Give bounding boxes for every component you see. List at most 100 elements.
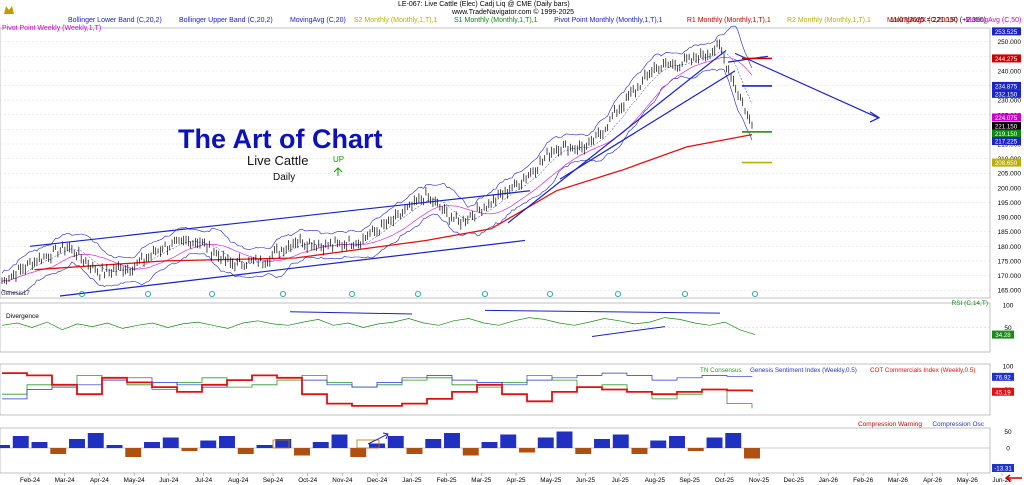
price-value-label: 208.650 <box>995 160 1018 167</box>
brand-title: The Art of Chart <box>178 124 383 154</box>
weekly-marker-icon <box>547 290 554 297</box>
x-axis-label: Jan-25 <box>402 477 422 484</box>
chart-title: LE-067: Live Cattle (Elec) Cadj Liq @ CM… <box>398 1 570 8</box>
legend-item: S2 Monthly (Monthly,1,T),1 <box>353 17 438 24</box>
brand-timeframe: Daily <box>273 172 296 183</box>
x-axis-label: Oct-24 <box>298 477 317 484</box>
compression-bar <box>275 439 292 448</box>
weekly-marker-icon <box>279 290 286 297</box>
price-value-tag <box>992 89 1021 98</box>
price-value-tag <box>992 113 1021 122</box>
x-axis-label: Jun-26 <box>992 477 1012 484</box>
legend-item: R2 Monthly (Monthly,1,T),1 <box>786 17 871 24</box>
sentiment-tick-label: 100 <box>1003 364 1014 371</box>
x-axis-label: Jan-26 <box>819 477 839 484</box>
price-tick-label: 230.000 <box>998 98 1022 105</box>
price-value-tag <box>992 54 1021 63</box>
rsi-label: RSI (C,14,T) <box>952 300 988 307</box>
x-axis-label: May-25 <box>540 477 561 484</box>
price-value-label: 219.150 <box>995 131 1018 138</box>
compression-bar <box>687 448 704 451</box>
logo-icon <box>4 6 14 14</box>
compression-bar <box>706 437 723 448</box>
x-axis-label: Dec-24 <box>367 477 388 484</box>
last-quote: 11/07/2025 = 221.150 (+2.350) <box>890 17 987 24</box>
x-axis-label: Sep-24 <box>263 477 284 484</box>
x-axis-label: Feb-25 <box>437 477 457 484</box>
compression-bar <box>481 442 498 448</box>
weekly-marker-icon <box>752 290 759 297</box>
pivot-weekly-label: Pivot Point Weekly (Weekly,1,T) <box>2 25 102 32</box>
panel-frame <box>0 27 991 299</box>
x-axis-label: Sep-25 <box>679 477 700 484</box>
compression-bar <box>69 439 85 448</box>
rsi-divergence-annotation: Divergence <box>6 313 39 320</box>
compression-bar <box>106 445 123 448</box>
trendline-projection <box>734 52 879 119</box>
x-axis-label: Jun-25 <box>576 477 596 484</box>
legend-item: Bollinger Upper Band (C,20,2) <box>178 17 273 24</box>
sentiment-legend-label: COT Commercials Index (Weekly,0.5) <box>870 367 975 374</box>
price-value-tag <box>992 81 1021 90</box>
x-axis-label: Apr-26 <box>923 477 942 484</box>
x-axis-label: Apr-24 <box>90 477 109 484</box>
compression-osc-label: Compression Osc <box>932 421 984 428</box>
compression-arrow-icon <box>367 432 389 445</box>
price-value-tag <box>992 137 1021 146</box>
compression-bar <box>200 440 217 448</box>
compression-tick-label: 50 <box>1004 429 1012 436</box>
sentiment-legend-label: Genesis Sentiment Index (Weekly,0.5) <box>750 367 857 374</box>
cot-value-label: 45.19 <box>995 389 1011 396</box>
compression-bar <box>162 437 179 448</box>
price-tick-label: 175.000 <box>998 258 1022 265</box>
rsi-divergence-line <box>484 309 721 314</box>
x-axis-label: Apr-25 <box>507 477 526 484</box>
price-tick-label: 200.000 <box>998 185 1022 192</box>
up-arrow-icon <box>333 167 343 176</box>
gsi-value-label: 76.92 <box>995 374 1011 381</box>
weekly-marker-icon <box>481 290 488 297</box>
compression-bar <box>594 439 610 448</box>
weekly-marker-icon <box>348 290 355 297</box>
sentiment-legend-label: TN Consensus <box>700 367 742 374</box>
compression-bar <box>519 448 535 453</box>
compression-value-tag <box>992 464 1014 472</box>
rsi-value-tag <box>992 330 1014 339</box>
price-tick-label: 205.000 <box>998 171 1022 178</box>
legend-item: S1 Monthly (Monthly,1,T),1 <box>454 17 538 24</box>
compression-value-label: -13.31 <box>994 466 1012 473</box>
price-tick-label: 165.000 <box>998 288 1022 295</box>
compression-bar <box>369 443 385 448</box>
legend-item: MovingAvgX (C,200,F) <box>887 17 958 24</box>
compression-bar <box>219 436 235 448</box>
compression-bar <box>12 436 29 448</box>
legend-item: Pivot Point Monthly (Monthly,1,T),1 <box>554 17 663 24</box>
x-axis-label: Jul-24 <box>195 477 213 484</box>
trendline-channel-lower <box>59 239 526 297</box>
price-tick-label: 195.000 <box>998 200 1022 207</box>
compression-bar <box>537 437 554 448</box>
compression-bar <box>575 448 592 454</box>
compression-bar <box>387 436 404 448</box>
x-axis-label: Nov-24 <box>332 477 353 484</box>
price-value-tag <box>992 158 1021 167</box>
price-value-label: 234.875 <box>995 84 1018 91</box>
price-value-label: 217.225 <box>995 139 1018 146</box>
trendline-channel-upper <box>29 190 531 247</box>
compression-warning-box <box>272 439 290 449</box>
price-value-tag <box>992 129 1021 138</box>
compression-bar <box>462 448 479 456</box>
weekly-marker-icon <box>682 290 689 297</box>
weekly-marker-icon <box>615 290 622 297</box>
rsi-tick-label: 100 <box>1003 303 1014 310</box>
compression-bar <box>181 448 198 451</box>
compression-bar <box>744 448 760 459</box>
trendline-rally-upper <box>507 49 727 224</box>
price-value-tag <box>992 122 1021 131</box>
x-axis-label: May-24 <box>124 477 145 484</box>
price-tick-label: 250.000 <box>998 39 1022 46</box>
genesis-label: Genesis17 <box>1 291 30 297</box>
compression-bar <box>444 433 460 448</box>
trendline-rally-lower <box>559 70 736 180</box>
